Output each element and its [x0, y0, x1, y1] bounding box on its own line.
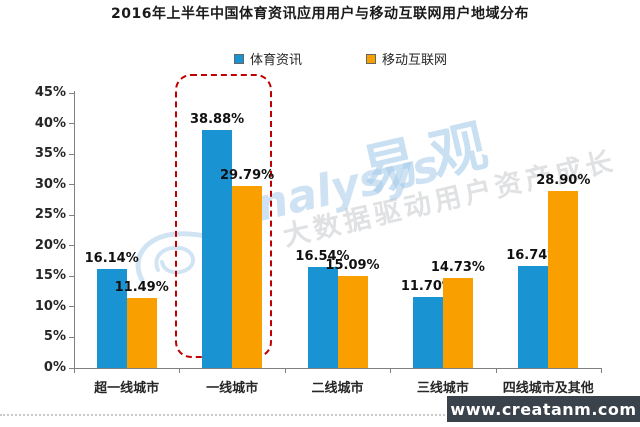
y-tick-label: 0% — [43, 360, 66, 375]
x-tick — [179, 369, 181, 373]
value-label-体育资讯-超一线城市: 16.14% — [84, 251, 139, 267]
y-tick — [69, 336, 74, 338]
legend-swatch-sports-icon — [234, 53, 244, 64]
value-label-移动互联网-二线城市: 15.09% — [325, 257, 380, 273]
dotted-separator — [0, 414, 640, 416]
y-tick-label: 5% — [43, 329, 66, 345]
x-axis — [69, 368, 602, 369]
y-tick — [69, 275, 74, 277]
y-tick-label: 20% — [34, 237, 66, 253]
value-label-体育资讯-二线城市: 16.54% — [295, 248, 350, 264]
x-tick — [601, 369, 602, 373]
y-tick — [69, 153, 74, 155]
value-label-体育资讯-三线城市: 11.70% — [400, 278, 455, 294]
bar-移动互联网-二线城市 — [337, 275, 368, 368]
y-tick-label: 40% — [34, 115, 66, 131]
x-tick — [284, 369, 286, 373]
value-label-移动互联网-一线城市: 29.79% — [220, 167, 275, 183]
bar-体育资讯-一线城市 — [202, 130, 233, 368]
value-label-移动互联网-三线城市: 14.73% — [430, 259, 485, 275]
x-tick — [390, 369, 392, 373]
y-tick — [69, 214, 74, 216]
chart-legend: 体育资讯 移动互联网 — [234, 49, 447, 68]
bar-体育资讯-四线城市及其他 — [518, 265, 549, 368]
value-label-体育资讯-四线城市及其他: 16.74% — [506, 247, 561, 263]
category-label-四线城市及其他: 四线城市及其他 — [502, 381, 594, 396]
y-tick-label: 45% — [34, 85, 66, 100]
bar-体育资讯-二线城市 — [307, 266, 338, 368]
y-tick — [69, 123, 74, 125]
y-tick-label: 15% — [34, 268, 66, 284]
x-tick — [495, 369, 497, 373]
legend-swatch-mobile-icon — [366, 53, 377, 64]
x-tick — [74, 369, 75, 373]
category-label-二线城市: 二线城市 — [311, 381, 364, 396]
footer-banner: www.creatanm.com — [447, 396, 640, 422]
legend-label-sports: 体育资讯 — [250, 53, 303, 68]
bar-体育资讯-三线城市 — [412, 296, 443, 368]
y-tick — [69, 184, 74, 186]
value-label-体育资讯-一线城市: 38.88% — [190, 112, 245, 128]
y-tick-label: 30% — [34, 176, 66, 192]
y-tick-label: 35% — [34, 146, 66, 162]
value-label-移动互联网-超一线城市: 11.49% — [114, 279, 169, 295]
bar-移动互联网-超一线城市 — [126, 297, 157, 368]
page-title: 2016年上半年中国体育资讯应用用户与移动互联网用户地域分布 — [111, 6, 529, 22]
bar-体育资讯-超一线城市 — [96, 269, 127, 368]
footer-url: www.creatanm.com — [450, 399, 637, 419]
legend-label-mobile: 移动互联网 — [382, 53, 448, 68]
y-tick — [69, 245, 74, 247]
y-tick-label: 10% — [34, 298, 66, 314]
category-label-三线城市: 三线城市 — [416, 381, 469, 396]
category-label-超一线城市: 超一线城市 — [94, 381, 160, 396]
watermark-brand-cn: 易观 — [355, 110, 507, 206]
legend-item-mobile: 移动互联网 — [366, 49, 447, 68]
value-label-移动互联网-四线城市及其他: 28.90% — [536, 173, 591, 189]
y-tick — [69, 92, 74, 94]
legend-item-sports: 体育资讯 — [234, 49, 302, 68]
y-tick — [69, 306, 74, 308]
bar-移动互联网-三线城市 — [442, 277, 473, 368]
category-label-一线城市: 一线城市 — [206, 381, 259, 396]
bar-移动互联网-一线城市 — [232, 185, 263, 368]
y-tick — [69, 367, 74, 369]
bar-移动互联网-四线城市及其他 — [548, 191, 579, 368]
y-axis — [74, 91, 75, 369]
y-tick-label: 25% — [34, 207, 66, 223]
